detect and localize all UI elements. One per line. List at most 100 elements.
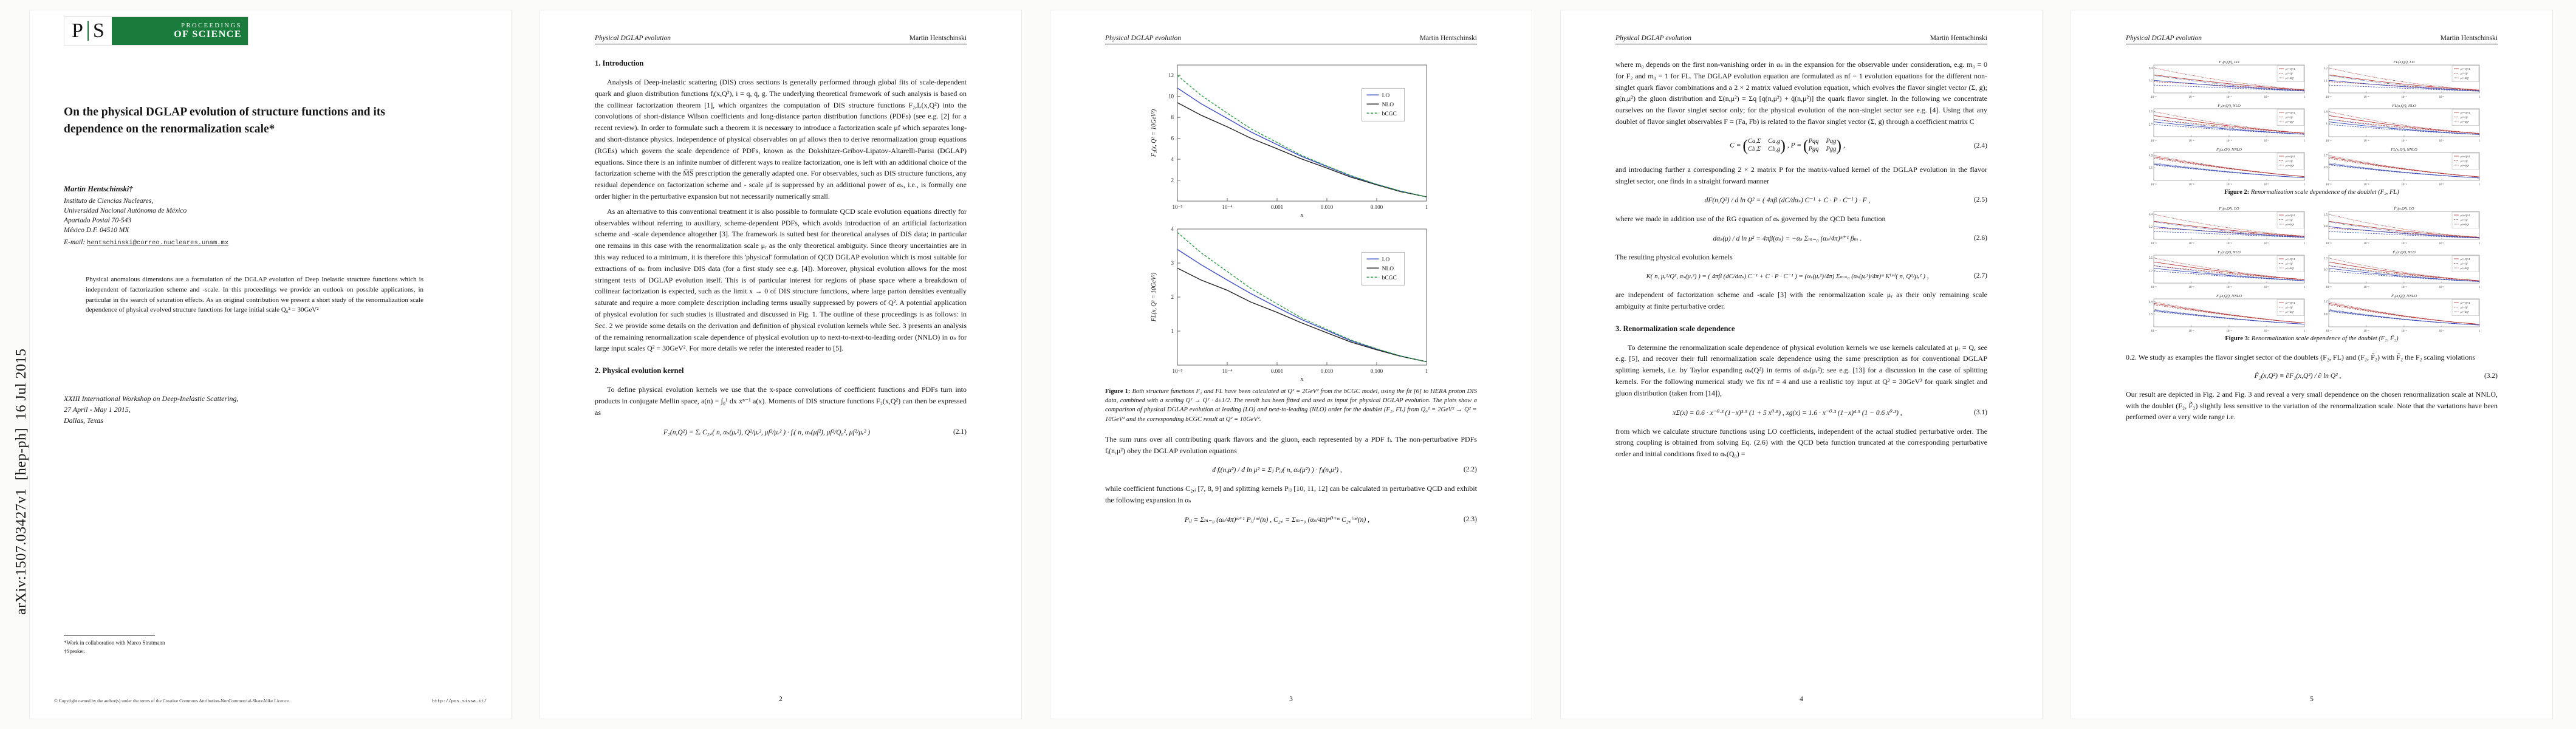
svg-text:1.9: 1.9	[2324, 111, 2328, 114]
svg-text:μᵣ²=Q²: μᵣ²=Q²	[2286, 160, 2293, 163]
matrix-cell: Pqq	[1808, 138, 1819, 145]
footnote-2: †Speaker.	[64, 648, 86, 654]
pos-logo-of-science-text: OF SCIENCE	[174, 29, 242, 39]
equation-body: K( n, μᵣ²/Q², αₛ(μᵣ²) ) = ( 4πβ (dC/dαₛ)…	[1646, 272, 1929, 280]
pos-logo: P S PROCEEDINGS OF SCIENCE	[64, 16, 248, 46]
svg-text:0.100: 0.100	[1371, 204, 1383, 210]
paragraph: To define physical evolution kernels we …	[595, 385, 967, 417]
email-label: E-mail:	[64, 239, 86, 247]
svg-text:1.2: 1.2	[2324, 301, 2328, 304]
svg-text:1: 1	[1425, 204, 1428, 210]
affiliation-line-2: Universidad Nacional Autónoma de México	[64, 207, 187, 215]
svg-text:10⁻³: 10⁻³	[2364, 286, 2369, 289]
arxiv-watermark: arXiv:1507.03427v1 [hep-ph] 16 Jul 2015	[13, 348, 29, 615]
svg-text:μᵣ²=4Q²: μᵣ²=4Q²	[2461, 164, 2470, 167]
page-5: Physical DGLAP evolution Martin Hentschi…	[2071, 10, 2553, 719]
svg-text:μᵣ²=Q²: μᵣ²=Q²	[2461, 116, 2468, 119]
running-header-title: Physical DGLAP evolution	[595, 35, 671, 42]
svg-text:1: 1	[1171, 328, 1174, 334]
equation-number: (2.1)	[953, 428, 967, 436]
email-link[interactable]: hentschinski@correo.nucleares.unam.mx	[87, 239, 229, 247]
figure3-plot-f2-lo: F₂(x,Q²), LO 3.2 6.4 10⁻⁴ 10⁻³ 10⁻² 10⁻¹ 1 μᵣ²=Q…	[2149, 207, 2306, 245]
pos-logo-proceedings-text: PROCEEDINGS	[181, 22, 242, 29]
svg-text:FL(x,Q²), NNLO: FL(x,Q²), NNLO	[2390, 148, 2417, 152]
running-header-author: Martin Hentschinski	[1930, 35, 1987, 42]
svg-text:10⁻⁴: 10⁻⁴	[2326, 183, 2331, 187]
equation-body: C = (Ca,Σ Ca,g Cb,Σ Cb,g) , P = (Pqq Pqg Pgq P…	[1615, 137, 1959, 155]
svg-text:μᵣ²=Q²/4: μᵣ²=Q²/4	[2286, 301, 2295, 304]
svg-text:bCGC: bCGC	[1382, 275, 1397, 281]
conference-line-1: XXIII International Workshop on Deep-Ine…	[64, 394, 239, 403]
author-name: Martin Hentschinski†	[64, 185, 133, 194]
section-3-heading: 3. Renormalization scale dependence	[1615, 324, 1735, 333]
svg-text:10⁻⁴: 10⁻⁴	[2151, 286, 2156, 289]
svg-text:F₂(x,Q²), NNLO: F₂(x,Q²), NNLO	[2216, 148, 2242, 152]
footnote-block: *Work in collaboration with Marco Stratm…	[64, 635, 477, 655]
svg-text:FL(x, Q² = 10GeV²): FL(x, Q² = 10GeV²)	[1151, 272, 1157, 322]
svg-text:3.2: 3.2	[2149, 226, 2153, 229]
svg-text:2.7: 2.7	[2149, 123, 2153, 126]
svg-text:10⁻⁴: 10⁻⁴	[2151, 139, 2156, 143]
figure-2: F₂(x,Q²), LO 3.2 6.4 10⁻⁴ 10⁻³ 10⁻² 10⁻¹ 1 μᵣ²=Q…	[2126, 59, 2498, 187]
svg-text:6: 6	[1171, 135, 1174, 142]
paragraph: and introducing further a corresponding …	[1615, 165, 1987, 185]
pos-logo-s: S	[92, 19, 104, 42]
eq24-lhs: C =	[1730, 142, 1741, 149]
svg-text:10⁻²: 10⁻²	[2227, 95, 2232, 99]
section-2-heading: 2. Physical evolution kernel	[595, 366, 684, 375]
pos-logo-letters: P S	[64, 17, 112, 45]
svg-text:10⁻²: 10⁻²	[2227, 286, 2232, 289]
svg-text:2: 2	[1171, 177, 1174, 183]
svg-text:NLO: NLO	[1382, 266, 1394, 272]
svg-text:x: x	[1300, 212, 1304, 218]
svg-text:μᵣ²=4Q²: μᵣ²=4Q²	[2461, 120, 2470, 123]
matrix-cell: Pgq	[1808, 146, 1819, 153]
svg-text:F₂(x,Q²), LO: F₂(x,Q²), LO	[2218, 207, 2239, 211]
svg-text:10⁻²: 10⁻²	[2227, 183, 2232, 187]
figure2-caption-text: Renormalization scale dependence of the …	[2250, 189, 2399, 196]
equation-2-2: d fᵢ(n,μ²) / d ln μ² = Σⱼ Pᵢⱼ( n, αₛ(μ²)…	[1105, 465, 1477, 474]
pos-logo-p: P	[72, 19, 83, 42]
svg-text:F₂(x,Q²), NLO: F₂(x,Q²), NLO	[2217, 104, 2241, 108]
svg-text:10⁻³: 10⁻³	[2364, 95, 2369, 99]
paragraph: where m₀ depends on the first non-vanish…	[1615, 60, 1987, 126]
svg-text:0.8: 0.8	[2324, 225, 2328, 228]
figure-1: 2 4 6 8 10 12 10⁻⁵ 10⁻⁴ 0.001 0.010 0.100 1 LO NLO bCG…	[1105, 59, 1477, 382]
equation-body: dF(n,Q²) / d ln Q² = ( 4πβ (dC/dαₛ) C⁻¹ …	[1704, 197, 1871, 205]
svg-text:1.7: 1.7	[2324, 155, 2328, 158]
equation-2-1: F₂(n,Q²) = Σᵢ C₂,ᵢ( n, αₛ(μᵣ²), Q²/μᵣ², …	[595, 428, 967, 436]
svg-text:2.2: 2.2	[2324, 67, 2328, 70]
svg-text:F̃₂(x,Q²), LO: F̃₂(x,Q²), LO	[2393, 207, 2414, 211]
page-3: Physical DGLAP evolution Martin Hentschi…	[1050, 10, 1532, 719]
equation-body: d fᵢ(n,μ²) / d ln μ² = Σⱼ Pᵢⱼ( n, αₛ(μ²)…	[1212, 467, 1342, 474]
svg-text:10⁻⁴: 10⁻⁴	[1222, 368, 1233, 374]
svg-text:μᵣ²=Q²: μᵣ²=Q²	[2461, 219, 2468, 222]
svg-text:FL(x,Q²), LO: FL(x,Q²), LO	[2393, 60, 2415, 64]
svg-text:10⁻³: 10⁻³	[2189, 286, 2194, 289]
svg-text:10⁻¹: 10⁻¹	[2439, 183, 2445, 187]
svg-text:12: 12	[1168, 72, 1174, 78]
matrix-cell: Ca,g	[1768, 138, 1781, 145]
running-header: Physical DGLAP evolution Martin Hentschi…	[595, 35, 967, 44]
svg-text:F̃₂(x,Q²), NLO: F̃₂(x,Q²), NLO	[2392, 250, 2416, 255]
svg-text:1: 1	[2304, 330, 2306, 333]
svg-text:μᵣ²=4Q²: μᵣ²=4Q²	[2461, 77, 2470, 80]
svg-text:10⁻⁴: 10⁻⁴	[2326, 286, 2331, 289]
pos-url-link[interactable]: http://pos.sissa.it/	[431, 699, 487, 704]
paragraph: Analysis of Deep-inelastic scattering (D…	[595, 78, 967, 200]
running-header: Physical DGLAP evolution Martin Hentschi…	[1105, 35, 1477, 44]
svg-text:6.4: 6.4	[2149, 213, 2153, 216]
svg-text:μᵣ²=4Q²: μᵣ²=4Q²	[2461, 310, 2470, 313]
svg-text:1.5: 1.5	[2324, 214, 2328, 217]
conference-line-2: 27 April - May 1 2015,	[64, 405, 131, 414]
matrix-p: Pqq Pqg Pgq Pgg	[1809, 138, 1837, 153]
svg-text:1: 1	[2304, 286, 2306, 289]
svg-text:10⁻⁴: 10⁻⁴	[2151, 183, 2156, 187]
equation-2-7: K( n, μᵣ²/Q², αₛ(μᵣ²) ) = ( 4πβ (dC/dαₛ)…	[1615, 272, 1987, 280]
matrix-cell: Ca,Σ	[1748, 138, 1761, 145]
conference-line-3: Dallas, Texas	[64, 416, 103, 425]
svg-text:μᵣ²=Q²: μᵣ²=Q²	[2286, 306, 2293, 309]
svg-text:1: 1	[1425, 368, 1428, 374]
svg-text:10⁻¹: 10⁻¹	[2439, 286, 2445, 289]
